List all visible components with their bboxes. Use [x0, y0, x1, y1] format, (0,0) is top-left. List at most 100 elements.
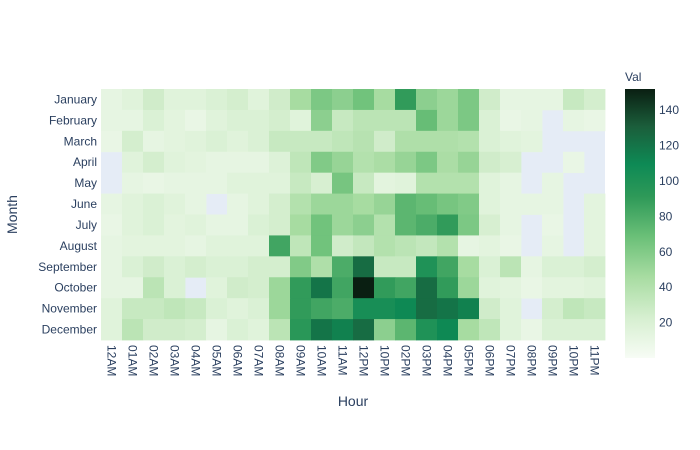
heatmap-cell	[542, 298, 564, 320]
y-tick-label: April	[73, 155, 97, 169]
heatmap-cell	[143, 109, 165, 132]
x-tick-label: 07PM	[504, 345, 518, 376]
heatmap-cell	[458, 256, 480, 278]
heatmap-cell	[395, 256, 417, 278]
heatmap-cell	[101, 298, 123, 320]
heatmap-cell	[290, 256, 312, 278]
heatmap-cell	[353, 89, 375, 111]
heatmap-cell	[395, 214, 417, 236]
heatmap-cell	[122, 277, 144, 299]
heatmap-cell	[143, 235, 165, 257]
heatmap-cell	[395, 89, 417, 111]
x-tick-label: 04PM	[441, 345, 455, 376]
heatmap-cell	[143, 151, 165, 174]
heatmap-cell	[311, 298, 333, 320]
heatmap-cell	[416, 193, 438, 215]
x-tick-label: 06PM	[483, 345, 497, 376]
heatmap-cell	[227, 214, 249, 236]
heatmap-cell	[269, 298, 291, 320]
x-tick-label: 11PM	[588, 345, 602, 375]
heatmap-cell	[269, 256, 291, 278]
heatmap-cell	[521, 256, 543, 278]
heatmap-cell	[458, 298, 480, 320]
heatmap-cell	[269, 130, 291, 153]
colorbar-tick-label: 80	[659, 209, 673, 223]
heatmap-cell	[416, 130, 438, 153]
heatmap-cell	[437, 214, 459, 236]
heatmap-cell	[227, 235, 249, 257]
heatmap-cell	[143, 277, 165, 299]
heatmap-cell	[290, 109, 312, 132]
x-tick-label: 09AM	[294, 345, 308, 376]
y-tick-label: February	[49, 113, 97, 127]
heatmap-cell	[311, 277, 333, 299]
heatmap-cell	[374, 172, 396, 194]
colorbar-tick-label: 20	[659, 316, 673, 330]
heatmap-cell	[206, 172, 228, 194]
heatmap-cell	[395, 109, 417, 132]
y-tick-label: July	[76, 218, 97, 232]
heatmap-cell	[374, 298, 396, 320]
x-tick-label: 10AM	[315, 345, 329, 376]
x-tick-label: 12AM	[105, 345, 119, 376]
x-tick-label: 10PM	[567, 345, 581, 376]
heatmap-cell	[374, 214, 396, 236]
heatmap-cell	[500, 319, 522, 341]
heatmap-cell	[206, 109, 228, 132]
heatmap-cell	[101, 109, 123, 132]
heatmap-cell	[416, 214, 438, 236]
heatmap-cell	[227, 89, 249, 111]
x-tick-label: 11AM	[336, 345, 350, 375]
x-tick-label: 01AM	[126, 345, 140, 376]
y-tick-label: November	[42, 302, 97, 316]
heatmap-cell	[479, 235, 501, 257]
heatmap-cell	[374, 319, 396, 341]
heatmap-cell	[206, 89, 228, 111]
heatmap-cell	[521, 89, 543, 111]
heatmap-cell	[458, 151, 480, 174]
heatmap-cell	[437, 235, 459, 257]
heatmap-cell	[395, 130, 417, 153]
heatmap-cell	[164, 89, 186, 111]
heatmap-cell	[500, 214, 522, 236]
heatmap-cell	[479, 256, 501, 278]
heatmap-cell	[500, 298, 522, 320]
heatmap-cell	[521, 130, 543, 153]
heatmap-cell	[206, 277, 228, 299]
heatmap-cell	[248, 89, 270, 111]
heatmap-cell	[185, 298, 207, 320]
heatmap-cell	[290, 151, 312, 174]
heatmap-cell	[437, 89, 459, 111]
heatmap-cell	[248, 109, 270, 132]
heatmap-cell	[164, 298, 186, 320]
heatmap-cell	[416, 109, 438, 132]
heatmap-cell	[227, 298, 249, 320]
heatmap-cell	[416, 89, 438, 111]
heatmap-cell	[101, 214, 123, 236]
heatmap-cell	[416, 151, 438, 174]
colorbar-tick-label: 120	[659, 139, 679, 153]
heatmap-cell	[206, 130, 228, 153]
heatmap-cell	[563, 256, 585, 278]
heatmap-cell	[374, 89, 396, 111]
heatmap-cell	[122, 130, 144, 153]
heatmap-cell	[143, 319, 165, 341]
heatmap-cell	[269, 277, 291, 299]
heatmap-cell	[374, 277, 396, 299]
heatmap-cell	[269, 109, 291, 132]
x-tick-label: 07AM	[252, 345, 266, 376]
colorbar-tick-label: 100	[659, 174, 679, 188]
heatmap-cell	[122, 214, 144, 236]
heatmap-cell	[542, 172, 564, 194]
heatmap-cells	[101, 89, 606, 341]
y-tick-label: June	[71, 197, 97, 211]
heatmap-cell	[185, 109, 207, 132]
heatmap-cell	[101, 130, 123, 153]
heatmap-cell	[311, 172, 333, 194]
heatmap-cell	[437, 256, 459, 278]
heatmap-cell	[563, 151, 585, 174]
heatmap-cell	[164, 172, 186, 194]
heatmap-cell	[563, 109, 585, 132]
heatmap-cell	[248, 235, 270, 257]
heatmap-cell	[437, 151, 459, 174]
